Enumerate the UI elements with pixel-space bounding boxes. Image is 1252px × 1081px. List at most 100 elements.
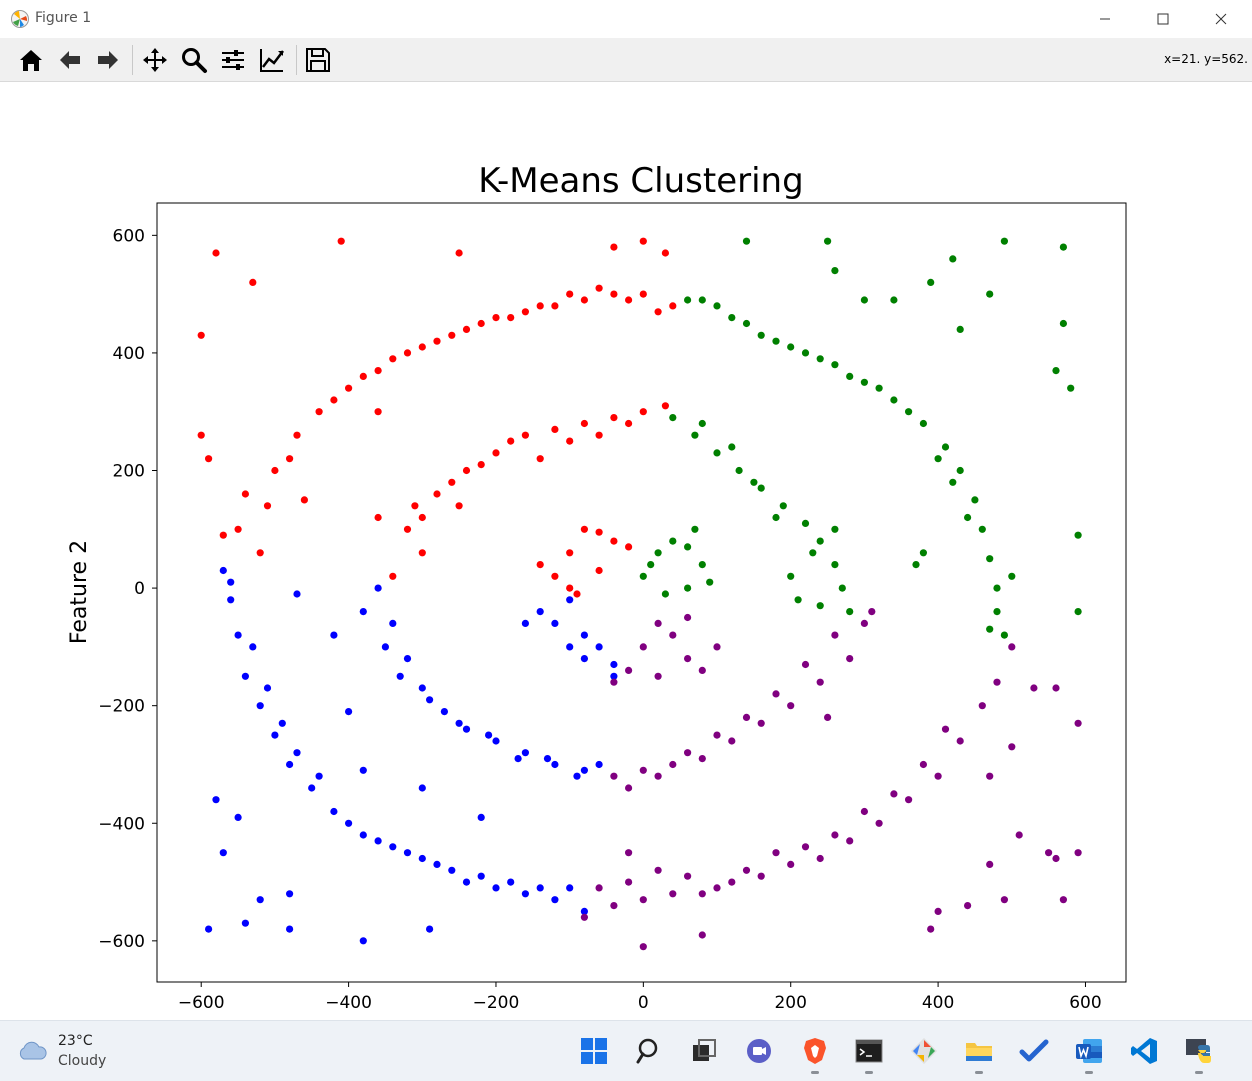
close-button[interactable] [1192, 0, 1250, 38]
scatter-point [610, 772, 618, 780]
scatter-point [713, 731, 721, 739]
scatter-point [492, 737, 500, 745]
scatter-point [801, 843, 810, 851]
scatter-point [816, 537, 824, 545]
scatter-point [521, 619, 530, 628]
file-explorer-button[interactable] [961, 1033, 997, 1069]
scatter-point [787, 702, 795, 710]
scatter-point [684, 872, 692, 880]
scatter-point [241, 672, 249, 680]
scatter-point [271, 466, 279, 475]
edit-axes-icon [260, 49, 284, 72]
scatter-point [507, 314, 515, 322]
scatter-point [956, 325, 964, 333]
scatter-point [846, 837, 854, 845]
scatter-point [669, 760, 677, 769]
scatter-point [684, 296, 692, 304]
scatter-point [691, 431, 699, 439]
scatter-point [205, 455, 213, 463]
scatter-point [816, 355, 824, 363]
scatter-point [742, 237, 751, 245]
git-button[interactable] [906, 1033, 942, 1069]
scatter-point [566, 584, 574, 592]
scatter-point [566, 290, 574, 298]
scatter-point [661, 590, 670, 598]
x-tick-label: −600 [178, 993, 225, 1013]
teams-chat-button[interactable] [741, 1033, 777, 1069]
scatter-point [374, 837, 382, 845]
scatter-point [1000, 631, 1009, 639]
scatter-point [684, 655, 692, 663]
scatter-point [1052, 854, 1060, 863]
scatter-point [330, 631, 338, 639]
forward-button[interactable] [91, 43, 125, 77]
scatter-point [684, 613, 692, 622]
scatter-point [1074, 719, 1082, 727]
weather-temperature: 23°C [58, 1033, 93, 1049]
zoom-button[interactable] [177, 43, 211, 77]
back-arrow-icon [60, 51, 80, 69]
scatter-point [580, 766, 589, 774]
scatter-point [300, 496, 308, 504]
terminal-button[interactable] [851, 1033, 887, 1069]
brave-browser-button[interactable] [797, 1033, 833, 1069]
scatter-point [448, 478, 456, 486]
scatter-point [455, 249, 463, 257]
scatter-point [418, 343, 426, 351]
word-button[interactable] [1071, 1033, 1107, 1069]
scatter-point [293, 431, 301, 439]
python-button[interactable] [1181, 1033, 1217, 1069]
scatter-point [418, 784, 426, 792]
scatter-point [580, 296, 589, 304]
scatter-point [315, 408, 323, 416]
figure-canvas[interactable]: −600 −400 −200 0 200 400 600 600 400 200 0 −200 −40… [0, 82, 1252, 1020]
taskbar-search-button[interactable] [632, 1033, 668, 1069]
scatter-point [639, 643, 647, 651]
y-tick-label: 0 [134, 579, 145, 599]
scatter-point [580, 419, 589, 428]
edit-axes-button[interactable] [255, 43, 289, 77]
save-button[interactable] [301, 43, 335, 77]
y-axis-label: Feature 2 [67, 540, 92, 644]
pan-button[interactable] [138, 43, 172, 77]
scatter-point [440, 708, 448, 716]
scatter-point [426, 696, 434, 704]
scatter-point [234, 525, 242, 533]
scatter-point [625, 666, 633, 675]
minimize-button[interactable] [1076, 0, 1134, 38]
scatter-point [713, 449, 721, 457]
configure-subplots-button[interactable] [216, 43, 250, 77]
scatter-point [698, 561, 706, 569]
scatter-point [403, 525, 412, 533]
scatter-point [536, 608, 544, 616]
start-button[interactable] [576, 1033, 612, 1069]
scatter-point [816, 602, 824, 610]
scatter-point [809, 549, 817, 557]
maximize-button[interactable] [1134, 0, 1192, 38]
scatter-point [661, 402, 670, 410]
scatter-point [684, 749, 692, 757]
scatter-point [801, 349, 810, 357]
scatter-point [374, 584, 382, 592]
scatter-point [669, 302, 677, 310]
scatter-point [212, 796, 220, 804]
scatter-point [890, 396, 898, 404]
scatter-point [551, 619, 559, 628]
scatter-point [742, 319, 751, 328]
back-button[interactable] [53, 43, 87, 77]
todo-button[interactable] [1016, 1033, 1052, 1069]
scatter-point [654, 619, 662, 628]
x-tick-label: 200 [774, 993, 806, 1013]
scatter-point [374, 367, 382, 375]
matplotlib-logo-icon [10, 9, 30, 29]
scatter-point [536, 455, 544, 463]
weather-widget[interactable]: 23°C Cloudy [16, 1031, 136, 1073]
task-view-button[interactable] [686, 1033, 722, 1069]
scatter-point [654, 672, 662, 680]
home-button[interactable] [14, 43, 48, 77]
vscode-button[interactable] [1126, 1033, 1162, 1069]
scatter-point [728, 878, 736, 886]
scatter-point [757, 484, 765, 492]
data-points [197, 237, 1082, 951]
scatter-point [426, 925, 434, 933]
